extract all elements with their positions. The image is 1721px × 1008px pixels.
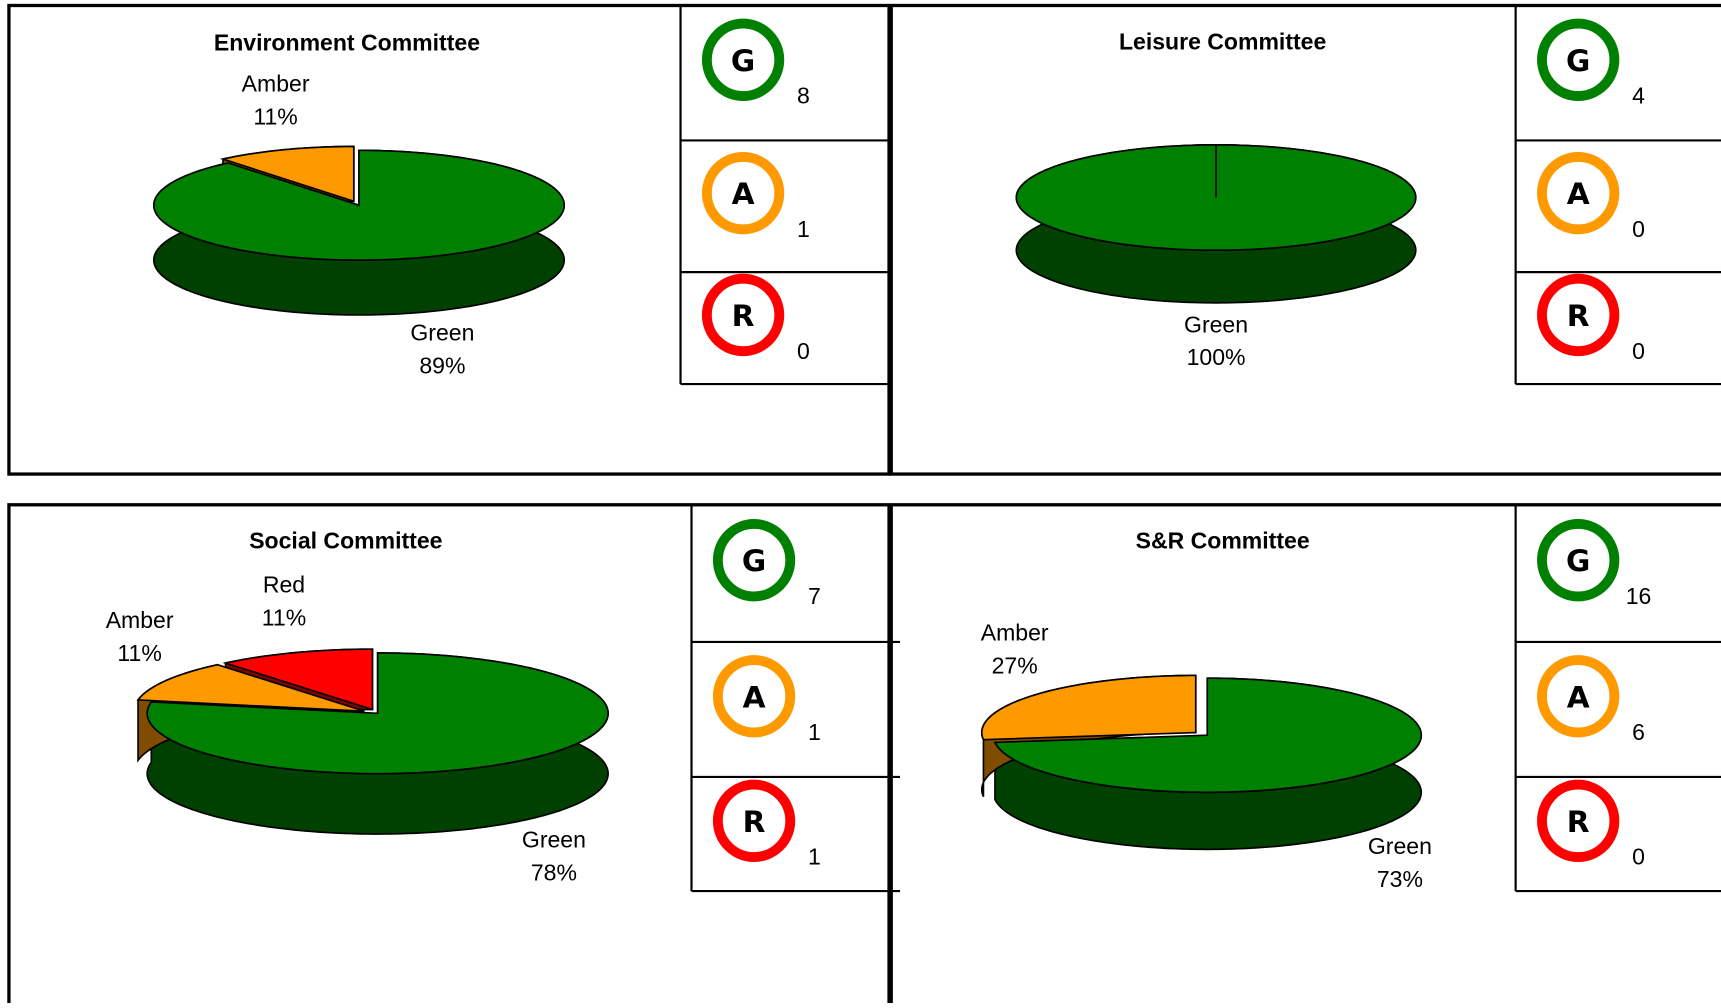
- status-ring: [1537, 273, 1620, 357]
- slice-category: Amber: [981, 619, 1049, 645]
- slice-percent: 11%: [262, 605, 306, 631]
- status-ring: [712, 519, 796, 602]
- status-ring: [1537, 779, 1620, 862]
- pie-slice: [222, 648, 374, 711]
- status-count: 7: [808, 583, 821, 609]
- status-count: 0: [1632, 844, 1645, 870]
- status-letter: G: [1566, 544, 1590, 578]
- slice-category: Amber: [242, 71, 310, 97]
- pie-slice: [136, 663, 365, 713]
- status-letter: G: [742, 544, 766, 578]
- status-count: 1: [797, 216, 810, 242]
- panel-border: [889, 3, 1721, 476]
- status-count: 6: [1632, 719, 1645, 745]
- slice-percent: 100%: [1187, 344, 1246, 370]
- status-ring: [1537, 519, 1620, 602]
- chart-title: Social Committee: [249, 528, 442, 554]
- panel-border: [7, 3, 891, 476]
- status-ring: [701, 151, 785, 235]
- panel-border: [889, 503, 1721, 1008]
- slice-category: Green: [522, 826, 586, 852]
- status-letter: G: [1566, 44, 1590, 78]
- status-count: 0: [1632, 216, 1645, 242]
- panel-border: [7, 503, 891, 1008]
- chart-title: S&R Committee: [1136, 528, 1310, 554]
- pie-slice: [146, 652, 609, 775]
- status-letter: A: [743, 680, 766, 714]
- status-count: 0: [1632, 338, 1645, 364]
- status-letter: A: [1567, 177, 1590, 211]
- status-ring: [1537, 151, 1620, 235]
- slice-percent: 27%: [992, 652, 1038, 678]
- status-ring: [1537, 655, 1620, 738]
- status-letter: A: [732, 177, 755, 211]
- status-count: 1: [808, 719, 821, 745]
- status-letter: R: [743, 805, 766, 839]
- status-letter: R: [732, 299, 755, 333]
- status-ring: [712, 655, 796, 738]
- slice-category: Green: [1368, 833, 1432, 859]
- chart-title: Leisure Committee: [1119, 28, 1327, 54]
- status-count: 0: [797, 338, 810, 364]
- slice-percent: 11%: [117, 640, 161, 666]
- status-letter: R: [1567, 299, 1590, 333]
- status-count: 1: [808, 844, 821, 870]
- slice-category: Amber: [106, 607, 174, 633]
- status-ring: [712, 779, 796, 862]
- pie-slice: [152, 149, 566, 261]
- status-letter: G: [731, 44, 755, 78]
- chart-title: Environment Committee: [214, 29, 480, 55]
- slice-percent: 78%: [531, 859, 577, 885]
- status-ring: [701, 18, 785, 101]
- status-count: 8: [797, 83, 810, 109]
- slice-category: Green: [410, 320, 474, 346]
- status-count: 16: [1626, 583, 1652, 609]
- status-ring: [701, 273, 785, 357]
- slice-percent: 89%: [419, 353, 465, 379]
- slice-category: Red: [263, 572, 305, 598]
- pie-slice: [993, 677, 1423, 794]
- status-ring: [1537, 18, 1620, 101]
- status-letter: A: [1567, 680, 1590, 714]
- status-letter: R: [1567, 805, 1590, 839]
- pie-slice: [1015, 144, 1417, 252]
- slice-category: Green: [1184, 311, 1248, 337]
- pie-slice: [980, 674, 1197, 741]
- pie-slice: [219, 145, 355, 203]
- slice-percent: 73%: [1377, 866, 1423, 892]
- status-count: 4: [1632, 83, 1645, 109]
- slice-percent: 11%: [253, 104, 297, 130]
